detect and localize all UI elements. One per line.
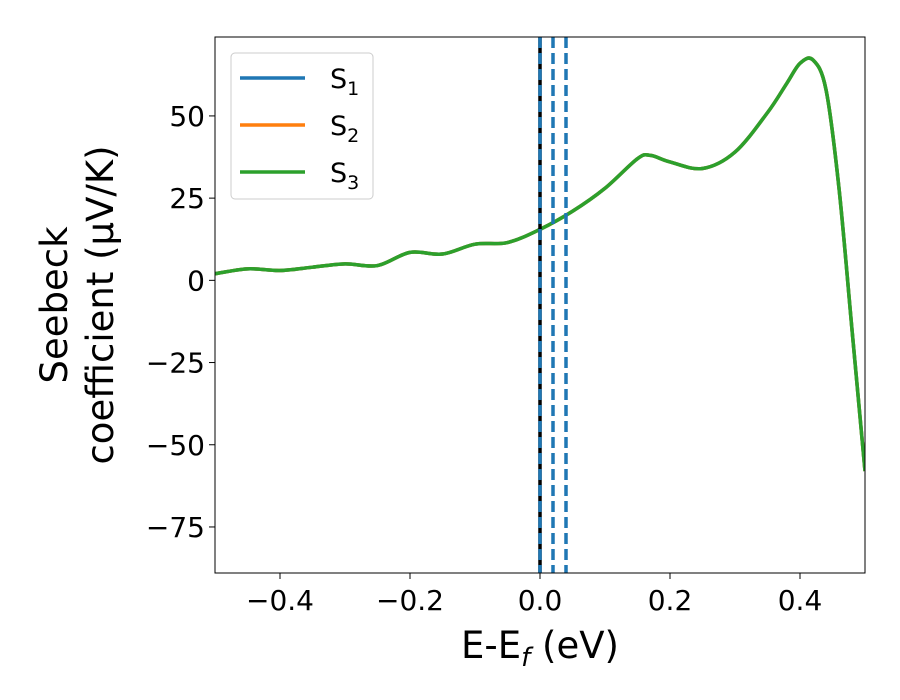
y-tick-label: −50	[146, 429, 205, 462]
series-line-s3	[215, 56, 865, 472]
y-tick-label: −75	[146, 511, 205, 544]
y-axis-label-line2: coefficient (μV/K)	[79, 145, 122, 464]
y-tick-label: 0	[187, 264, 205, 297]
plot-area	[215, 37, 865, 573]
x-tick-label: 0.0	[518, 584, 563, 617]
x-tick-label: −0.4	[246, 584, 314, 617]
x-tick-label: 0.2	[648, 584, 693, 617]
x-tick-label: −0.2	[376, 584, 444, 617]
y-tick-label: 25	[169, 182, 205, 215]
y-axis-label: Seebeck coefficient (μV/K)	[33, 145, 122, 464]
x-axis-label: E-Ef (eV)	[461, 624, 619, 673]
y-axis-label-line1: Seebeck	[33, 226, 76, 384]
legend: S1 S2 S3	[230, 52, 374, 200]
y-tick-label: 50	[169, 100, 205, 133]
y-tick-label: −25	[146, 347, 205, 380]
axis-ticks: −0.4 −0.2 0.0 0.2 0.4 50 25 0 −25 −50 −75	[146, 100, 822, 617]
legend-label-s3: S3	[330, 158, 359, 194]
legend-label-s1: S1	[330, 64, 359, 100]
legend-label-s2: S2	[330, 111, 359, 147]
x-tick-label: 0.4	[778, 584, 823, 617]
